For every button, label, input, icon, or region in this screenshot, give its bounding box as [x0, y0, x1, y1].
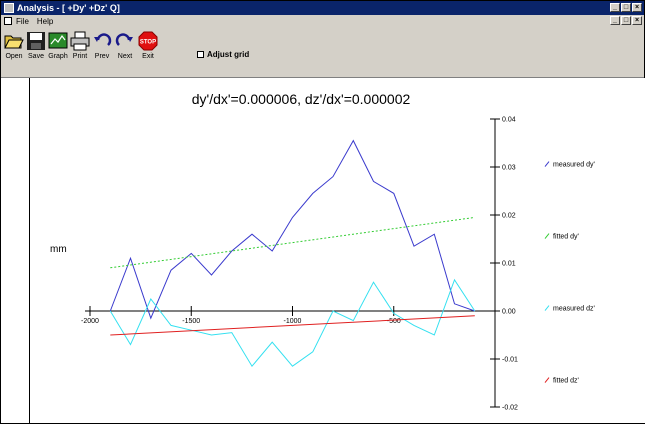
x-tick-label: -1000: [284, 318, 302, 325]
minimize-button[interactable]: _: [610, 3, 620, 12]
open-button[interactable]: Open: [3, 31, 25, 65]
exit-button[interactable]: STOP Exit: [137, 31, 159, 65]
plot-area: dy'/dx'=0.000006, dz'/dx'=0.000002 mm -2…: [29, 78, 645, 423]
x-tick-label: -1500: [182, 318, 200, 325]
save-button[interactable]: Save: [25, 31, 47, 65]
document-icon[interactable]: [4, 17, 12, 25]
menu-help[interactable]: Help: [36, 16, 54, 26]
adjust-grid-checkbox[interactable]: Adjust grid: [197, 50, 249, 59]
close-button[interactable]: ×: [632, 3, 642, 12]
y-tick-label: 0.03: [502, 165, 516, 172]
y-tick-label: 0.01: [502, 261, 516, 268]
graph-icon: [48, 31, 68, 51]
y-tick-label: 0.04: [502, 117, 516, 124]
legend-label: fitted dy': [553, 234, 579, 241]
adjust-grid-box[interactable]: [197, 51, 204, 58]
y-tick-label: -0.01: [502, 357, 518, 364]
series-line-measured-dz-: [109, 278, 476, 368]
legend-label: measured dy': [553, 162, 595, 169]
toolbar: Open Save Graph Print Prev: [1, 27, 644, 78]
undo-arrow-icon: [92, 31, 112, 51]
series-line-measured-dy-: [109, 139, 475, 320]
chart-title: dy'/dx'=0.000006, dz'/dx'=0.000002: [192, 91, 411, 107]
legend-label: fitted dz': [553, 378, 579, 385]
legend-swatch: [544, 233, 550, 239]
svg-text:STOP: STOP: [140, 40, 156, 46]
stop-sign-icon: STOP: [138, 31, 158, 51]
series-line-fitted-dy-: [110, 216, 475, 269]
legend-swatch: [544, 377, 550, 383]
x-tick-label: -2000: [81, 318, 99, 325]
folder-open-icon: [4, 31, 24, 51]
child-minimize-button[interactable]: _: [610, 16, 620, 25]
child-restore-button[interactable]: □: [621, 16, 631, 25]
print-button[interactable]: Print: [69, 31, 91, 65]
legend-swatch: [544, 161, 550, 167]
series-line-fitted-dz-: [110, 315, 475, 336]
app-icon: [4, 3, 14, 13]
next-label: Next: [117, 53, 133, 60]
adjust-grid-label: Adjust grid: [207, 50, 250, 59]
open-label: Open: [5, 53, 23, 60]
y-tick-label: -0.02: [502, 405, 518, 412]
x-tick-label: -500: [387, 318, 401, 325]
graph-button[interactable]: Graph: [47, 31, 69, 65]
legend-swatch: [544, 305, 550, 311]
printer-icon: [70, 31, 90, 51]
save-label: Save: [28, 53, 44, 60]
print-label: Print: [72, 53, 88, 60]
window-title: Analysis - [ +Dy' +Dz' Q]: [17, 3, 120, 13]
prev-label: Prev: [94, 53, 110, 60]
prev-button[interactable]: Prev: [91, 31, 113, 65]
y-axis-label: mm: [50, 244, 67, 255]
menu-bar: File Help: [1, 15, 644, 27]
title-bar[interactable]: Analysis - [ +Dy' +Dz' Q] _ □ ×: [1, 1, 644, 15]
graph-label: Graph: [48, 53, 68, 60]
y-tick-label: 0.02: [502, 213, 516, 220]
y-tick-label: 0.00: [502, 309, 516, 316]
child-close-button[interactable]: ×: [632, 16, 642, 25]
redo-arrow-icon: [115, 31, 135, 51]
next-button[interactable]: Next: [114, 31, 136, 65]
menu-file[interactable]: File: [16, 16, 29, 26]
exit-label: Exit: [142, 53, 154, 60]
maximize-button[interactable]: □: [621, 3, 631, 12]
floppy-disk-icon: [26, 31, 46, 51]
chart: dy'/dx'=0.000006, dz'/dx'=0.000002 mm -2…: [50, 91, 595, 412]
legend-label: measured dz': [553, 306, 595, 313]
